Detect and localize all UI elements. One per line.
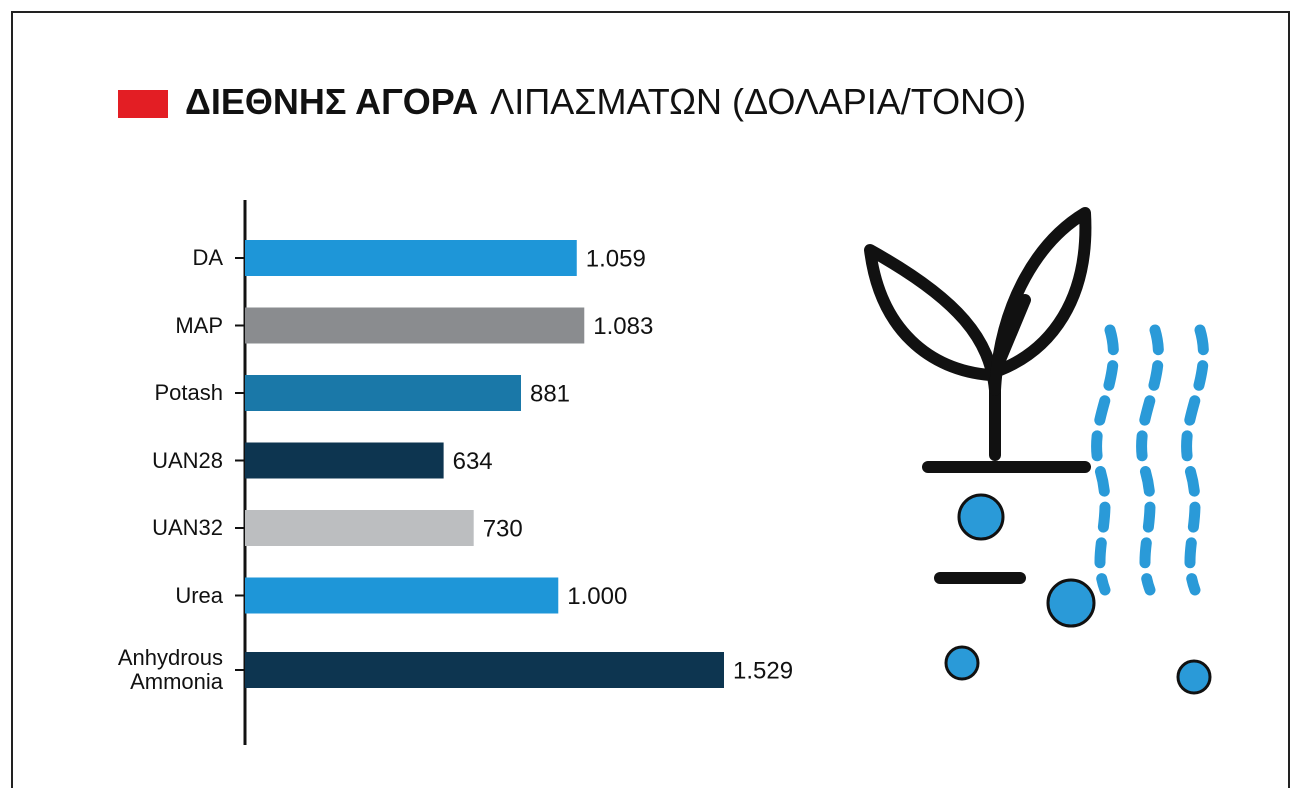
category-label: MAP: [83, 314, 223, 338]
title-rest: ΛΙΠΑΣΜΑΤΩΝ (ΔΟΛΑΡΙΑ/ΤΟΝΟ): [490, 81, 1026, 122]
title-bold: ΔΙΕΘΝΗΣ ΑΓΟΡΑ: [185, 81, 478, 122]
value-label: 1.529: [733, 657, 793, 684]
category-label: UAN28: [83, 449, 223, 473]
dot: [959, 495, 1003, 539]
value-label: 634: [453, 448, 493, 475]
dot: [946, 647, 978, 679]
leaf-left: [870, 250, 995, 455]
value-label: 1.083: [593, 313, 653, 340]
bar: [245, 578, 558, 614]
category-label: Urea: [83, 584, 223, 608]
dot: [1178, 661, 1210, 693]
value-label: 730: [483, 515, 523, 542]
illustration: [870, 213, 1210, 693]
value-label: 1.059: [586, 245, 646, 272]
page: ΔΙΕΘΝΗΣ ΑΓΟΡΑ ΛΙΠΑΣΜΑΤΩΝ (ΔΟΛΑΡΙΑ/ΤΟΝΟ) 1…: [0, 0, 1299, 788]
wave: [1097, 330, 1114, 590]
wave: [1187, 330, 1204, 590]
category-label: Potash: [83, 381, 223, 405]
bar: [245, 375, 521, 411]
bar: [245, 510, 474, 546]
bar: [245, 308, 584, 344]
value-label: 1.000: [567, 583, 627, 610]
leaf-right: [995, 213, 1085, 390]
bar: [245, 443, 444, 479]
bar: [245, 240, 577, 276]
dot: [1048, 580, 1094, 626]
wave: [1142, 330, 1159, 590]
category-label: UAN32: [83, 516, 223, 540]
chart-title: ΔΙΕΘΝΗΣ ΑΓΟΡΑ ΛΙΠΑΣΜΑΤΩΝ (ΔΟΛΑΡΙΑ/ΤΟΝΟ): [185, 81, 1026, 122]
category-label: Anhydrous Ammonia: [83, 646, 223, 694]
bar: [245, 652, 724, 688]
value-label: 881: [530, 380, 570, 407]
title-marker: [118, 90, 168, 118]
category-label: DA: [83, 246, 223, 270]
